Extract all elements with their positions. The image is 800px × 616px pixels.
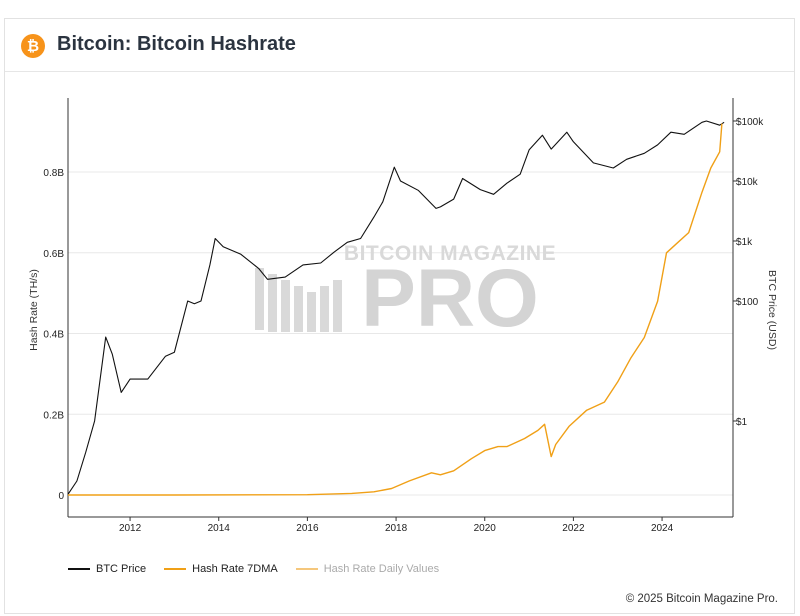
axes: 0 0.2B 0.4B 0.6B 0.8B 2012 2014 2016 2018 2020 202… <box>43 98 764 534</box>
x-tick-label: 2014 <box>208 523 231 534</box>
y-right-tick-label: $1 <box>736 417 748 428</box>
copyright-text: © 2025 Bitcoin Magazine Pro. <box>625 593 778 605</box>
legend-label: BTC Price <box>96 563 147 575</box>
y-axis-left-label: Hash Rate (TH/s) <box>28 269 40 351</box>
legend-item[interactable]: Hash Rate Daily Values <box>295 563 440 575</box>
watermark-bar <box>307 292 316 332</box>
watermark-line2: PRO <box>361 253 539 344</box>
watermark-bar <box>320 286 329 332</box>
chart-legend: BTC Price Hash Rate 7DMA Hash Rate Daily V… <box>68 563 439 575</box>
watermark: BITCOIN MAGAZINE PRO <box>255 242 556 344</box>
watermark-bar <box>255 268 264 330</box>
legend-label: Hash Rate 7DMA <box>192 563 278 575</box>
watermark-bar <box>268 274 277 332</box>
y-axis-right-label: BTC Price (USD) <box>766 270 778 350</box>
x-tick-label: 2020 <box>474 523 497 534</box>
y-right-tick-label: $100k <box>736 117 764 128</box>
y-right-tick-label: $10k <box>736 177 759 188</box>
y-left-tick-label: 0.8B <box>43 168 64 179</box>
legend-swatch <box>295 568 318 570</box>
legend-swatch <box>68 568 90 570</box>
series-lines <box>67 120 725 496</box>
legend-item[interactable]: BTC Price <box>68 563 146 575</box>
legend-item[interactable]: Hash Rate 7DMA <box>164 563 278 575</box>
y-right-tick-label: $1k <box>736 237 753 248</box>
chart-card: ₿ Bitcoin: Bitcoin Hashrate <box>4 18 795 614</box>
legend-label: Hash Rate Daily Values <box>323 563 440 575</box>
watermark-bar <box>294 286 303 332</box>
chart-header: ₿ Bitcoin: Bitcoin Hashrate <box>5 19 794 72</box>
watermark-bar <box>281 280 290 332</box>
bitcoin-logo-icon: ₿ <box>21 34 45 58</box>
y-left-tick-label: 0.4B <box>43 330 64 341</box>
x-tick-label: 2024 <box>651 523 674 534</box>
x-tick-label: 2022 <box>562 523 585 534</box>
series-line-hash-rate-7dma <box>68 123 723 496</box>
y-left-tick-label: 0.6B <box>43 249 64 260</box>
watermark-bar <box>333 280 342 332</box>
series-line-btc-price <box>67 120 725 495</box>
page-title: Bitcoin: Bitcoin Hashrate <box>57 33 296 55</box>
x-tick-label: 2016 <box>296 523 319 534</box>
watermark-line1: BITCOIN MAGAZINE <box>344 242 556 265</box>
x-tick-label: 2018 <box>385 523 408 534</box>
x-tick-label: 2012 <box>119 523 142 534</box>
y-right-tick-label: $100 <box>736 297 759 308</box>
y-left-tick-label: 0.2B <box>43 410 64 421</box>
legend-swatch <box>164 568 187 570</box>
y-left-tick-label: 0 <box>58 491 64 502</box>
